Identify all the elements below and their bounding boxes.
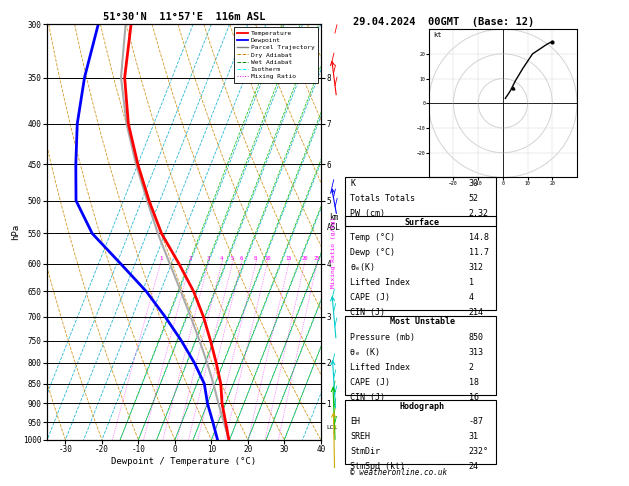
- Text: Hodograph: Hodograph: [399, 402, 445, 411]
- Text: θₑ(K): θₑ(K): [350, 263, 376, 272]
- Text: 20: 20: [301, 256, 308, 261]
- Text: 2: 2: [188, 256, 192, 261]
- Text: Surface: Surface: [404, 218, 440, 227]
- Text: 15: 15: [286, 256, 292, 261]
- Text: CAPE (J): CAPE (J): [350, 378, 391, 387]
- Text: 3: 3: [206, 256, 210, 261]
- Text: 850: 850: [469, 332, 484, 342]
- Text: 24: 24: [469, 462, 479, 471]
- Text: 16: 16: [469, 393, 479, 402]
- Text: 312: 312: [469, 263, 484, 272]
- Text: CAPE (J): CAPE (J): [350, 294, 391, 302]
- Text: Mixing Ratio (g/kg): Mixing Ratio (g/kg): [331, 217, 337, 289]
- Text: 4: 4: [220, 256, 223, 261]
- Text: 10: 10: [264, 256, 270, 261]
- Text: StmDir: StmDir: [350, 447, 381, 456]
- Text: LCL: LCL: [326, 425, 338, 430]
- Text: Dewp (°C): Dewp (°C): [350, 248, 396, 257]
- Text: 30: 30: [469, 179, 479, 188]
- Text: kt: kt: [434, 32, 442, 37]
- Text: 31: 31: [469, 432, 479, 441]
- Text: 8: 8: [254, 256, 257, 261]
- Legend: Temperature, Dewpoint, Parcel Trajectory, Dry Adiabat, Wet Adiabat, Isotherm, Mi: Temperature, Dewpoint, Parcel Trajectory…: [234, 27, 318, 83]
- Text: Temp (°C): Temp (°C): [350, 233, 396, 242]
- Text: 1: 1: [159, 256, 162, 261]
- Text: 4: 4: [469, 294, 474, 302]
- Text: 6: 6: [240, 256, 243, 261]
- Text: 2: 2: [469, 363, 474, 372]
- Text: 1: 1: [469, 278, 474, 287]
- Text: Lifted Index: Lifted Index: [350, 363, 410, 372]
- Text: 214: 214: [469, 309, 484, 317]
- Text: 52: 52: [469, 194, 479, 203]
- Text: EH: EH: [350, 417, 360, 426]
- Text: K: K: [350, 179, 355, 188]
- Text: 232°: 232°: [469, 447, 489, 456]
- Text: SREH: SREH: [350, 432, 370, 441]
- Text: 29.04.2024  00GMT  (Base: 12): 29.04.2024 00GMT (Base: 12): [353, 17, 535, 27]
- Text: Totals Totals: Totals Totals: [350, 194, 415, 203]
- Text: CIN (J): CIN (J): [350, 393, 386, 402]
- Title: 51°30'N  11°57'E  116m ASL: 51°30'N 11°57'E 116m ASL: [103, 12, 265, 22]
- Text: Most Unstable: Most Unstable: [389, 317, 455, 327]
- Y-axis label: km
ASL: km ASL: [327, 213, 341, 232]
- X-axis label: Dewpoint / Temperature (°C): Dewpoint / Temperature (°C): [111, 457, 257, 466]
- Text: 313: 313: [469, 347, 484, 357]
- Text: PW (cm): PW (cm): [350, 209, 386, 218]
- Text: 5: 5: [231, 256, 234, 261]
- Text: © weatheronline.co.uk: © weatheronline.co.uk: [350, 468, 447, 477]
- Text: 18: 18: [469, 378, 479, 387]
- Text: 11.7: 11.7: [469, 248, 489, 257]
- Y-axis label: hPa: hPa: [11, 224, 20, 240]
- Text: 2.32: 2.32: [469, 209, 489, 218]
- Text: Lifted Index: Lifted Index: [350, 278, 410, 287]
- Text: 25: 25: [314, 256, 320, 261]
- Text: CIN (J): CIN (J): [350, 309, 386, 317]
- Text: θₑ (K): θₑ (K): [350, 347, 381, 357]
- Text: StmSpd (kt): StmSpd (kt): [350, 462, 405, 471]
- Text: Pressure (mb): Pressure (mb): [350, 332, 415, 342]
- Text: 14.8: 14.8: [469, 233, 489, 242]
- Text: -87: -87: [469, 417, 484, 426]
